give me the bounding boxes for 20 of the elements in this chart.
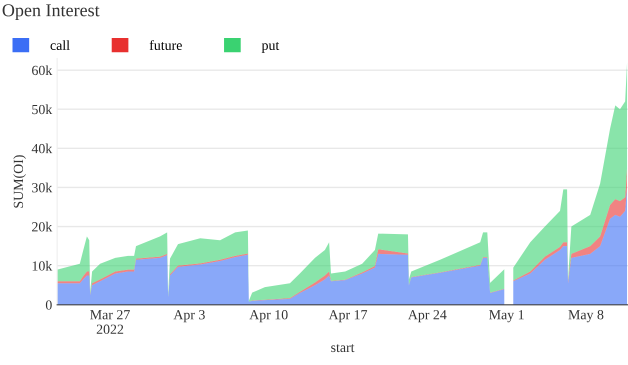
y-tick-label: 60k <box>32 65 52 76</box>
y-tick-label: 0 <box>46 300 52 310</box>
y-tick-label: 10k <box>32 260 52 271</box>
y-tick-label: 30k <box>32 182 52 192</box>
x-tick-label: Apr 10 <box>249 310 288 322</box>
x-tick-label: May 8 <box>568 310 604 322</box>
x-tick-label: Apr 3 <box>173 310 205 322</box>
y-tick-label: 40k <box>32 144 52 154</box>
legend-label: put <box>262 42 280 53</box>
y-tick-label: 20k <box>32 222 52 232</box>
y-axis-title: SUM(OI) <box>13 155 26 208</box>
x-tick-label: Apr 24 <box>408 310 447 322</box>
legend-label: future <box>150 40 182 50</box>
chart-title: Open Interest <box>2 4 100 20</box>
x-axis-title: start <box>331 344 354 352</box>
y-tick-label: 50k <box>32 104 52 114</box>
legend-label: call <box>50 40 70 50</box>
x-tick-label: Apr 17 <box>328 310 368 322</box>
x-tick-label: May 1 <box>489 310 524 322</box>
x-tick-label: Mar 27 2022 <box>90 310 130 334</box>
